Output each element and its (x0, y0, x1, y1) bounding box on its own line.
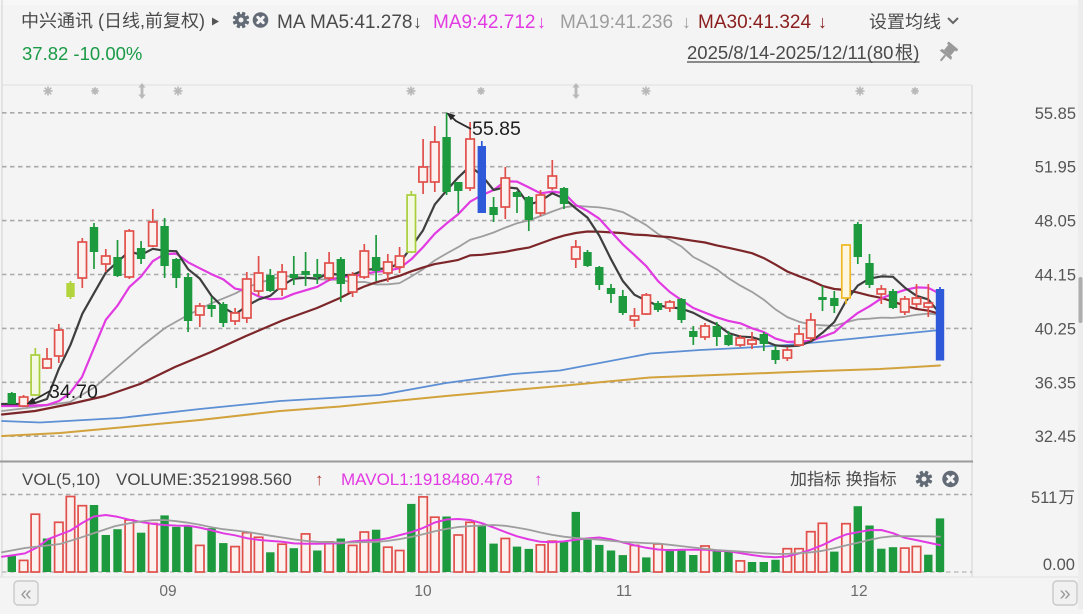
svg-text:MA5:41.278: MA5:41.278 (310, 12, 412, 33)
svg-text:10: 10 (414, 583, 432, 600)
svg-text:↑: ↑ (315, 470, 324, 489)
svg-text:36.35: 36.35 (1035, 374, 1076, 392)
svg-text:11: 11 (616, 583, 632, 600)
svg-text:MA9:42.712: MA9:42.712 (433, 12, 535, 33)
svg-text:511: 511 (1031, 489, 1057, 507)
svg-text:32.45: 32.45 (1035, 428, 1076, 446)
svg-text:VOL(5,10): VOL(5,10) (22, 470, 100, 489)
svg-text:09: 09 (159, 583, 176, 600)
svg-text:↓: ↓ (682, 12, 691, 32)
svg-text:): ) (199, 11, 205, 31)
svg-text:12: 12 (850, 583, 867, 600)
svg-text:↑: ↑ (534, 470, 543, 489)
svg-text:,: , (140, 11, 145, 31)
svg-text:37.82 -10.00%: 37.82 -10.00% (22, 43, 142, 64)
svg-text:44.15: 44.15 (1035, 267, 1076, 285)
svg-text:«: « (20, 583, 31, 605)
svg-text:2025/8/14-2025/12/11(80: 2025/8/14-2025/12/11(80 (687, 42, 893, 63)
svg-text:MA: MA (277, 12, 306, 33)
svg-text:MA30:41.324: MA30:41.324 (698, 12, 811, 33)
svg-text:55.85: 55.85 (1035, 105, 1076, 123)
svg-text:48.05: 48.05 (1035, 213, 1076, 231)
svg-text:): ) (913, 42, 919, 63)
svg-text:(: ( (93, 11, 104, 31)
svg-text:»: » (1059, 583, 1070, 605)
svg-text:↓: ↓ (818, 12, 827, 32)
svg-text:MA19:41.236: MA19:41.236 (560, 12, 673, 33)
svg-text:MAVOL1:1918480.478: MAVOL1:1918480.478 (341, 470, 513, 489)
svg-text:↓: ↓ (413, 12, 422, 32)
svg-text:55.85: 55.85 (472, 118, 521, 140)
svg-text:51.95: 51.95 (1035, 159, 1076, 177)
svg-text:34.70: 34.70 (49, 381, 98, 403)
svg-text:0.00: 0.00 (1043, 556, 1075, 574)
svg-text:VOLUME:3521998.560: VOLUME:3521998.560 (116, 470, 292, 489)
svg-text:40.25: 40.25 (1035, 320, 1076, 338)
svg-text:↓: ↓ (537, 12, 546, 32)
